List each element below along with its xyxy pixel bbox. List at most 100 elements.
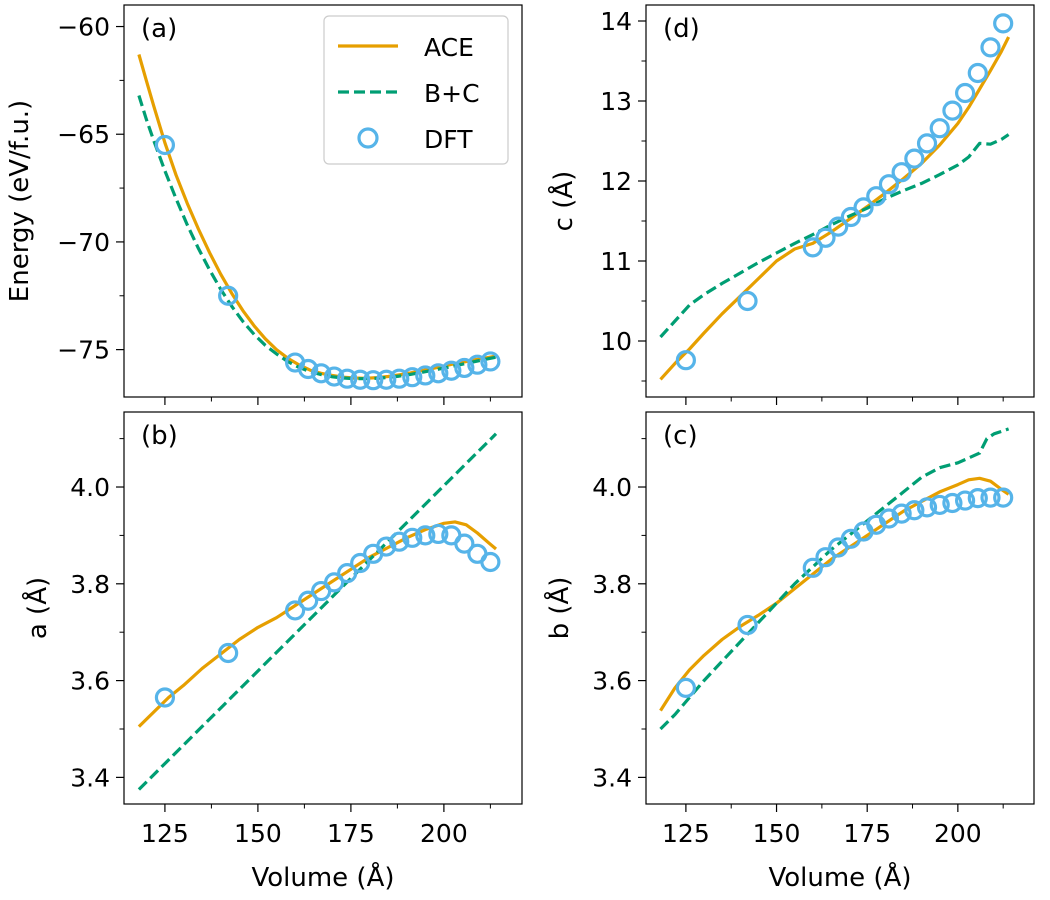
x-axis-label: Volume (Å) — [768, 861, 911, 893]
dft-point — [828, 216, 849, 237]
y-axis-label: b (Å) — [543, 577, 575, 640]
dft-point — [916, 497, 938, 518]
dft-point — [454, 357, 475, 379]
y-tick-label: 4.0 — [592, 473, 632, 502]
dft-point — [324, 572, 345, 593]
y-axis-label: Energy (eV/f.u.) — [5, 100, 35, 302]
y-tick-label: 3.4 — [70, 763, 110, 792]
dft-point — [878, 508, 900, 529]
bc-line — [659, 133, 1010, 339]
dft-point — [802, 557, 823, 578]
dft-point — [815, 227, 836, 248]
dft-point — [993, 13, 1014, 34]
dft-point — [967, 488, 988, 509]
legend-ace-label: ACE — [424, 33, 474, 62]
panel-d: 10 11 12 13 14 (d) c (Å) — [547, 4, 1035, 405]
panel-c: 125 150 175 200 3.4 3.6 3.8 4.0 (c) b (Å) Volume (… — [543, 411, 1035, 893]
panel-label: (b) — [141, 421, 178, 451]
dft-point — [467, 354, 488, 375]
dft-point — [853, 197, 874, 218]
x-tick-label: 200 — [934, 819, 982, 848]
dft-point — [415, 365, 436, 386]
y-tick-label: −60 — [57, 13, 110, 42]
ace-line — [137, 520, 498, 728]
dft-point — [298, 590, 319, 611]
dft-point — [363, 370, 384, 391]
y-tick-label: 3.8 — [592, 570, 632, 599]
dft-point — [942, 100, 963, 121]
dft-point — [218, 642, 239, 664]
dft-point — [815, 547, 836, 568]
y-tick-label: 3.8 — [70, 570, 110, 599]
y-axis-label: a (Å) — [21, 577, 53, 639]
y-axis-label: c (Å) — [547, 171, 579, 232]
y-tick-label: 10 — [600, 327, 632, 356]
y-tick-label: 13 — [600, 87, 632, 116]
bc-line — [137, 432, 498, 791]
dft-point — [929, 494, 950, 516]
bc-line — [659, 427, 1010, 731]
axes-frame — [645, 4, 1035, 398]
x-tick-label: 150 — [234, 819, 282, 848]
panel-label: (a) — [141, 14, 177, 44]
dft-point — [904, 148, 925, 169]
dft-point — [904, 500, 925, 521]
dft-point — [402, 527, 423, 548]
x-tick-label: 175 — [327, 819, 375, 848]
x-axis-label: Volume (Å) — [251, 861, 394, 893]
dft-point — [337, 563, 358, 584]
dft-point — [737, 290, 758, 312]
panel-a: −75 −70 −65 −60 (a) Energy (eV/f.u.) — [5, 4, 523, 405]
dft-point — [480, 551, 501, 573]
dft-point — [218, 285, 239, 306]
dft-point — [389, 531, 410, 552]
ace-line — [659, 476, 1010, 712]
legend: ACE B+C DFT — [323, 15, 509, 165]
dft-point — [350, 369, 371, 390]
y-tick-label: −70 — [57, 228, 110, 257]
x-tick-label: 125 — [141, 819, 189, 848]
y-tick-label: 3.6 — [592, 667, 632, 696]
axes-frame — [123, 411, 523, 805]
dft-point — [350, 552, 371, 574]
dft-point — [376, 536, 397, 557]
ace-line — [659, 36, 1011, 381]
dft-point — [955, 82, 976, 104]
dft-point — [929, 118, 950, 139]
dft-point — [389, 368, 410, 389]
legend-bc-label: B+C — [424, 79, 480, 108]
dft-point — [285, 600, 306, 621]
dft-point — [428, 523, 449, 545]
dft-point — [402, 367, 423, 388]
dft-point — [154, 687, 176, 708]
dft-point — [298, 358, 319, 380]
x-tick-label: 200 — [420, 819, 468, 848]
panel-label: (c) — [663, 421, 698, 451]
dft-point — [154, 134, 176, 156]
y-tick-label: 4.0 — [70, 473, 110, 502]
y-tick-label: 3.6 — [70, 667, 110, 696]
y-tick-label: 3.4 — [592, 763, 632, 792]
legend-box — [323, 15, 509, 165]
axes-frame — [645, 411, 1035, 805]
dft-point — [415, 525, 436, 546]
dft-point — [311, 363, 332, 384]
panel-label: (d) — [663, 14, 700, 44]
dft-point — [480, 351, 501, 372]
dft-point — [840, 206, 861, 228]
dft-point — [441, 360, 462, 381]
dft-point — [866, 186, 887, 207]
dft-point — [737, 614, 758, 636]
dft-point — [878, 174, 900, 195]
dft-point — [967, 62, 988, 84]
dft-point — [324, 366, 345, 387]
dft-point — [428, 363, 449, 384]
dft-point — [891, 162, 912, 183]
dft-point — [980, 37, 1001, 58]
y-tick-label: −65 — [57, 120, 110, 149]
y-tick-label: 12 — [600, 167, 632, 196]
dft-point — [675, 350, 696, 371]
x-tick-label: 150 — [753, 819, 801, 848]
legend-dft-label: DFT — [424, 125, 473, 154]
dft-point — [980, 487, 1001, 508]
